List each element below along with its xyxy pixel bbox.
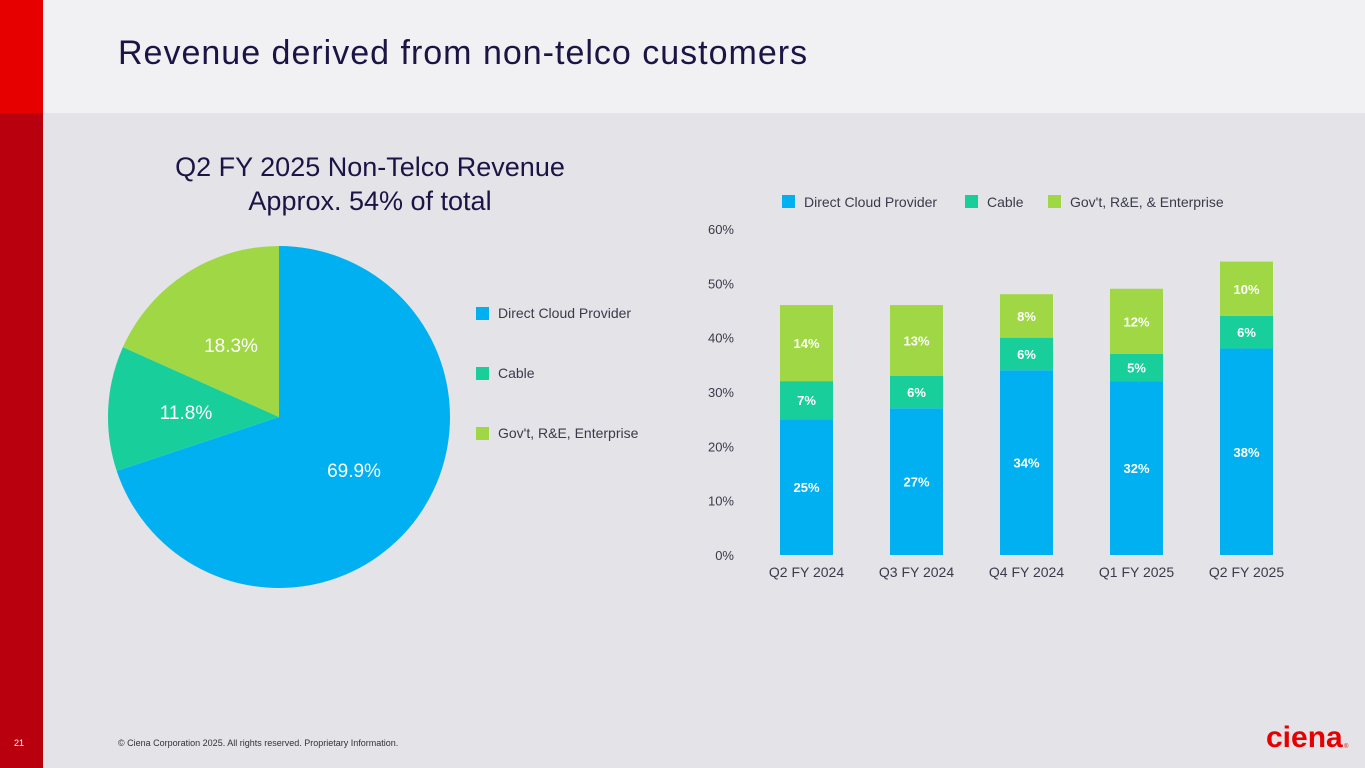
legend-swatch <box>476 367 489 380</box>
y-tick-label: 50% <box>708 276 734 291</box>
bar-data-label: 25% <box>793 480 819 495</box>
bar-data-label: 13% <box>903 333 929 348</box>
bar-data-label: 34% <box>1013 456 1039 471</box>
bar-segment <box>1220 261 1273 316</box>
bar-legend-label-2: Gov't, R&E, & Enterprise <box>1070 194 1224 210</box>
pie-slice-2 <box>122 246 279 417</box>
x-tick-label: Q4 FY 2024 <box>989 564 1064 580</box>
pie-legend-item-direct-cloud: Direct Cloud Provider <box>476 305 631 321</box>
x-tick-label: Q1 FY 2025 <box>1099 564 1174 580</box>
bar-segment <box>1110 353 1163 382</box>
pie-slice-label-1: 11.8% <box>160 403 213 424</box>
pie-slice-1 <box>108 347 279 471</box>
bar-legend-swatch-0 <box>782 195 795 208</box>
y-tick-label: 30% <box>708 385 734 400</box>
bar-data-label: 8% <box>1017 309 1036 324</box>
bar-legend-swatch-1 <box>965 195 978 208</box>
pie-legend-label: Cable <box>498 365 535 381</box>
stacked-bar-chart: Direct Cloud Provider Cable Gov't, R&E, & … <box>708 194 1284 580</box>
x-tick-label: Q2 FY 2024 <box>769 564 844 580</box>
bar-segment <box>1110 288 1163 354</box>
bar-segment <box>890 408 943 555</box>
page-number: 21 <box>14 738 25 748</box>
pie-legend-label: Direct Cloud Provider <box>498 305 632 321</box>
page-title: Revenue derived from non-telco customers <box>118 34 809 72</box>
bar-data-label: 6% <box>1237 325 1256 340</box>
pie-legend-item-cable: Cable <box>476 365 535 381</box>
bar-data-label: 6% <box>1017 347 1036 362</box>
bar-data-label: 12% <box>1123 314 1149 329</box>
bar-data-label: 6% <box>907 385 926 400</box>
bar-segment <box>1000 370 1053 555</box>
pie-legend-item-govt: Gov't, R&E, Enterprise <box>476 425 638 441</box>
legend-swatch <box>476 427 489 440</box>
bar-segment <box>1110 381 1163 555</box>
ciena-logo: ciena ® <box>1266 721 1349 754</box>
bar-data-label: 38% <box>1233 445 1259 460</box>
sidebar-accent <box>0 0 43 768</box>
bar-segment <box>780 419 833 555</box>
pie-chart-title-line1: Q2 FY 2025 Non-Telco Revenue <box>175 152 565 182</box>
y-tick-label: 10% <box>708 494 734 509</box>
x-tick-label: Q3 FY 2024 <box>879 564 954 580</box>
sidebar-accent-top <box>0 0 43 113</box>
bar-segment <box>890 305 943 376</box>
bar-data-label: 5% <box>1127 361 1146 376</box>
pie-legend-label: Gov't, R&E, Enterprise <box>498 425 639 441</box>
y-tick-label: 40% <box>708 331 734 346</box>
bar-legend-label-0: Direct Cloud Provider <box>804 194 937 210</box>
header-band <box>43 0 1365 113</box>
bar-data-label: 7% <box>797 393 816 408</box>
bar-legend-label-1: Cable <box>987 194 1024 210</box>
legend-swatch <box>476 307 489 320</box>
copyright-notice: © Ciena Corporation 2025. All rights res… <box>118 738 399 748</box>
bar-segment <box>1220 348 1273 555</box>
y-tick-label: 20% <box>708 439 734 454</box>
bar-data-label: 14% <box>793 336 819 351</box>
bar-segment <box>1000 294 1053 338</box>
svg-text:®: ® <box>1344 743 1349 750</box>
bar-data-label: 10% <box>1233 282 1259 297</box>
pie-chart: 69.9% 11.8% 18.3% <box>108 246 450 588</box>
y-tick-label: 60% <box>708 222 734 237</box>
pie-slice-label-2: 18.3% <box>204 336 258 357</box>
bar-data-label: 32% <box>1123 461 1149 476</box>
pie-slice-label-0: 69.9% <box>327 461 381 482</box>
bar-segment <box>780 305 833 382</box>
pie-chart-subtitle: Approx. 54% of total <box>248 186 492 216</box>
bar-legend-swatch-2 <box>1048 195 1061 208</box>
pie-chart-title: Q2 FY 2025 Non-Telco Revenue Approx. 54%… <box>120 150 620 218</box>
x-tick-label: Q2 FY 2025 <box>1209 564 1284 580</box>
svg-text:ciena: ciena <box>1266 721 1343 754</box>
y-tick-label: 0% <box>715 548 734 563</box>
bar-segment <box>1220 315 1273 349</box>
pie-slice-0 <box>116 246 450 588</box>
bar-segment <box>890 375 943 409</box>
bar-segment <box>1000 337 1053 371</box>
bar-segment <box>780 381 833 420</box>
bar-data-label: 27% <box>903 475 929 490</box>
